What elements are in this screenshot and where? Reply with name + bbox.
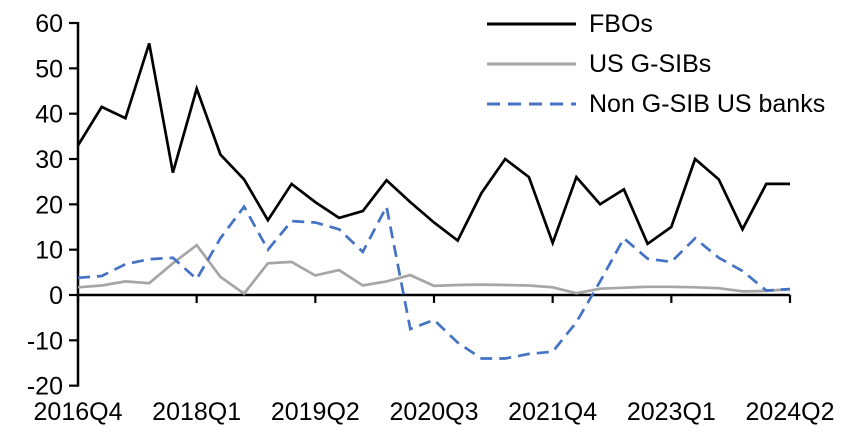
y-axis-tick-label: 60 [35, 10, 63, 38]
legend-label-us-gsibs: US G-SIBs [589, 49, 712, 78]
y-axis-tick-label: 20 [35, 191, 63, 219]
x-axis-tick-label: 2018Q1 [152, 398, 241, 426]
legend-line-sample-us-gsibs [487, 62, 576, 66]
x-axis-tick-label: 2020Q3 [390, 398, 479, 426]
series-line-non-g-sib-us-banks [77, 202, 791, 360]
y-axis-tick-label: 10 [35, 237, 63, 265]
y-axis-tick-label: -10 [27, 327, 63, 355]
x-axis-tick-label: 2019Q2 [271, 398, 360, 426]
x-axis-tick-label: 2016Q4 [34, 398, 123, 426]
x-axis-tick-label: 2023Q1 [627, 398, 716, 426]
legend-line-sample-fbos [487, 22, 576, 26]
y-axis-tick-label: 50 [35, 55, 63, 83]
legend-line-sample-non-gsib-us-banks [487, 102, 576, 106]
legend-label-non-gsib-us-banks: Non G-SIB US banks [589, 89, 826, 118]
y-axis-tick-label: 0 [49, 282, 63, 310]
y-axis-tick-label: -20 [27, 373, 63, 401]
x-axis-tick-label: 2024Q2 [746, 398, 835, 426]
series-line-fbos [76, 42, 790, 247]
legend: FBOs US G-SIBs Non G-SIB US banks [487, 4, 825, 124]
legend-entry-fbos: FBOs [487, 4, 825, 44]
y-axis-tick-label: 40 [35, 101, 63, 129]
legend-entry-non-gsib-us-banks: Non G-SIB US banks [487, 84, 825, 124]
legend-label-fbos: FBOs [589, 9, 653, 38]
series-line-us-g-sibs [77, 243, 791, 296]
y-axis-tick-label: 30 [35, 146, 63, 174]
legend-entry-us-gsibs: US G-SIBs [487, 44, 825, 84]
x-axis-tick-label: 2021Q4 [508, 398, 597, 426]
